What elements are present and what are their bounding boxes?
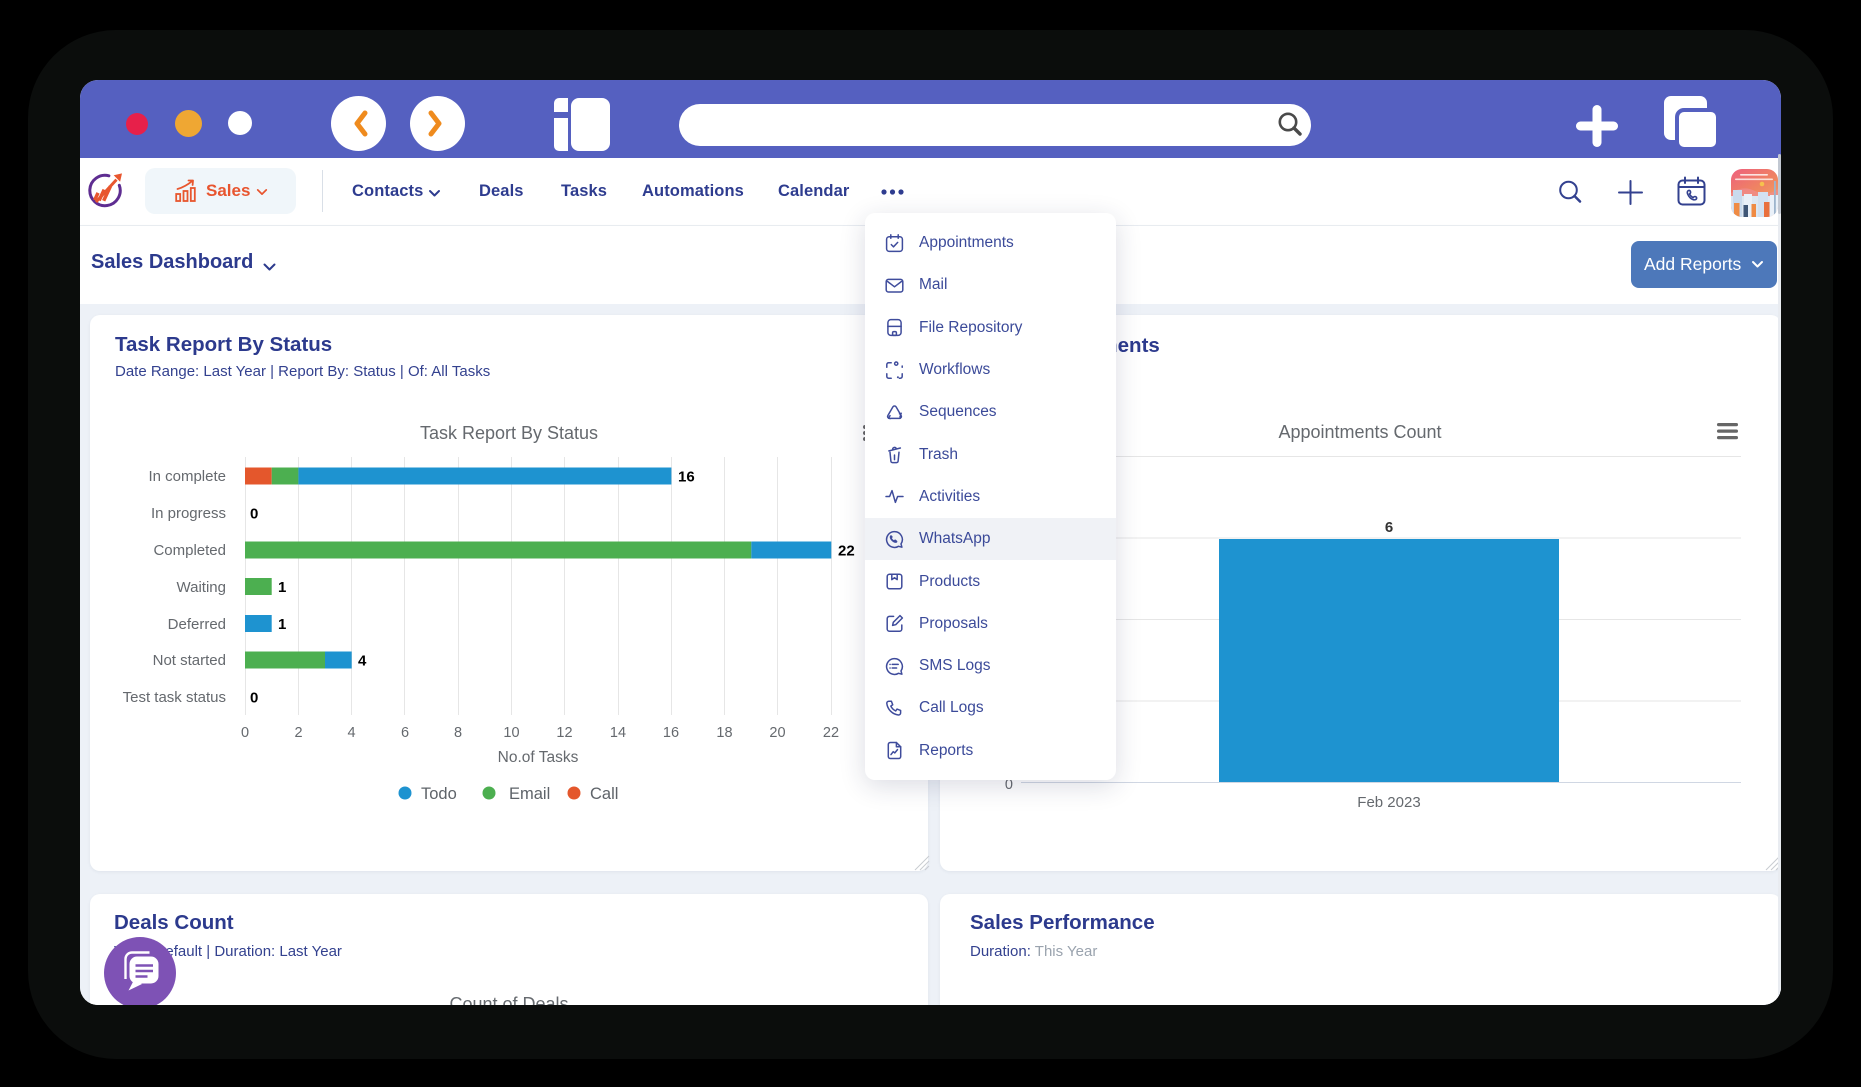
svg-text:0: 0 [1005,777,1013,793]
svg-text:In progress: In progress [151,505,226,522]
svg-text:20: 20 [769,725,785,741]
svg-text:22: 22 [838,543,855,560]
svg-text:Waiting: Waiting [177,579,226,596]
svg-text:0: 0 [250,690,258,707]
svg-text:Feb 2023: Feb 2023 [1357,794,1420,811]
svg-text:Call: Call [590,785,618,803]
svg-text:1: 1 [278,579,286,596]
svg-text:18: 18 [716,725,732,741]
svg-text:Completed: Completed [153,542,226,559]
svg-text:Deferred: Deferred [168,616,226,633]
svg-text:Appointments Count: Appointments Count [1278,422,1441,442]
svg-text:12: 12 [556,725,572,741]
svg-text:0: 0 [241,725,249,741]
svg-text:Not started: Not started [153,652,226,669]
svg-text:14: 14 [610,725,626,741]
svg-text:4: 4 [347,725,355,741]
svg-text:10: 10 [503,725,519,741]
svg-text:22: 22 [823,725,839,741]
svg-text:Email: Email [509,785,550,803]
svg-text:Test task status: Test task status [123,689,226,706]
svg-text:0: 0 [250,506,258,523]
svg-text:8: 8 [454,725,462,741]
svg-text:In complete: In complete [148,468,226,485]
svg-text:4: 4 [358,653,367,670]
svg-text:6: 6 [401,725,409,741]
svg-text:16: 16 [678,469,695,486]
svg-text:16: 16 [663,725,679,741]
svg-text:6: 6 [1385,519,1393,536]
svg-text:Task Report By Status: Task Report By Status [420,423,598,443]
svg-text:2: 2 [294,725,302,741]
svg-text:Todo: Todo [421,785,457,803]
svg-text:1: 1 [278,616,286,633]
svg-text:No.of Tasks: No.of Tasks [498,749,579,766]
